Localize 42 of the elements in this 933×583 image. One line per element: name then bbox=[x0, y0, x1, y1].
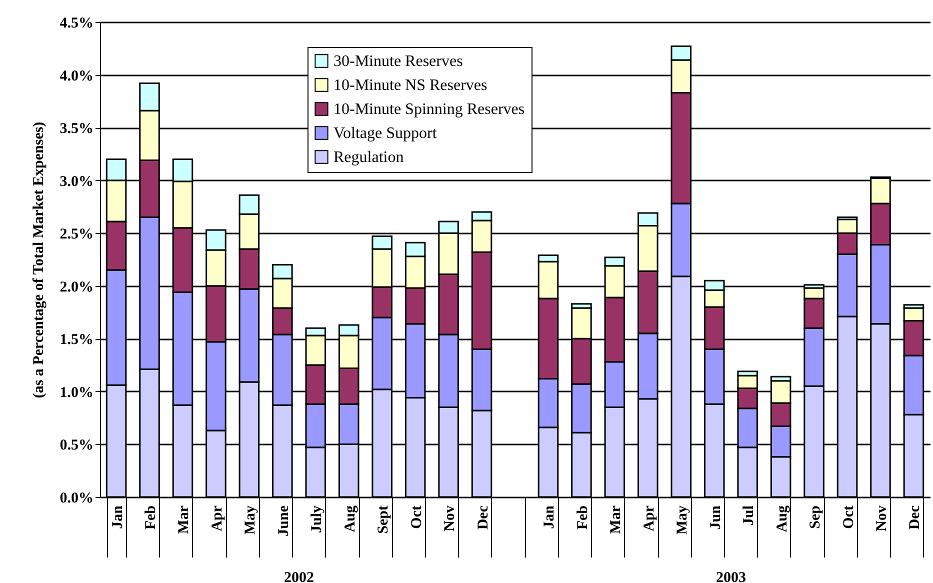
x-tick-label: June bbox=[276, 505, 292, 536]
y-tick-label: 3.0% bbox=[60, 174, 94, 190]
x-tick-label: May bbox=[242, 505, 259, 535]
x-tick-label: Jul bbox=[741, 506, 758, 526]
y-tick-label: 4.0% bbox=[60, 68, 94, 84]
x-tick-label: Sept bbox=[376, 506, 392, 534]
legend-label: Regulation bbox=[334, 149, 404, 166]
x-tick-label: Jan bbox=[110, 504, 126, 529]
legend-label: 10-Minute NS Reserves bbox=[334, 77, 488, 94]
x-tick-label: Aug bbox=[774, 505, 790, 532]
x-tick-label: Oct bbox=[840, 506, 857, 529]
y-tick-label: 1.0% bbox=[60, 384, 94, 401]
x-tick-label: Mar bbox=[176, 505, 192, 534]
x-tick-label: Dec bbox=[907, 505, 924, 530]
y-tick-label: 4.5% bbox=[60, 16, 94, 32]
legend-label: Voltage Support bbox=[334, 125, 438, 142]
text: 2002 bbox=[284, 570, 314, 583]
y-tick-label: 3.5% bbox=[60, 121, 94, 138]
x-tick-label: Mar bbox=[608, 505, 624, 534]
legend-label: 30-Minute Reserves bbox=[334, 53, 463, 70]
x-tick-label: Feb bbox=[574, 506, 591, 530]
x-tick-label: Sep bbox=[808, 506, 824, 529]
y-tick-label: 2.0% bbox=[60, 279, 94, 296]
x-tick-label: July bbox=[309, 505, 326, 534]
x-tick-label: Nov bbox=[874, 505, 890, 532]
x-tick-label: Apr bbox=[209, 505, 226, 532]
x-tick-label: Aug bbox=[342, 505, 358, 532]
x-tick-label: Dec bbox=[475, 505, 492, 530]
y-tick-label: 2.5% bbox=[60, 226, 94, 243]
x-tick-label: Apr bbox=[641, 505, 658, 532]
y-tick-label: 0.0% bbox=[60, 490, 94, 506]
x-tick-label: Feb bbox=[143, 506, 160, 530]
y-tick-label: 0.5% bbox=[60, 438, 94, 454]
text: 2003 bbox=[716, 570, 746, 583]
x-tick-label: May bbox=[674, 505, 691, 535]
legend-label: 10-Minute Spinning Reserves bbox=[334, 101, 525, 118]
y-axis-title: (as a Percentage of Total Market Expenses) bbox=[30, 122, 47, 398]
x-tick-label: Jun bbox=[708, 504, 724, 530]
x-tick-label: Nov bbox=[442, 505, 458, 532]
x-tick-label: Oct bbox=[408, 506, 425, 529]
y-tick-label: 1.5% bbox=[60, 332, 94, 348]
x-tick-label: Jan bbox=[542, 504, 558, 529]
